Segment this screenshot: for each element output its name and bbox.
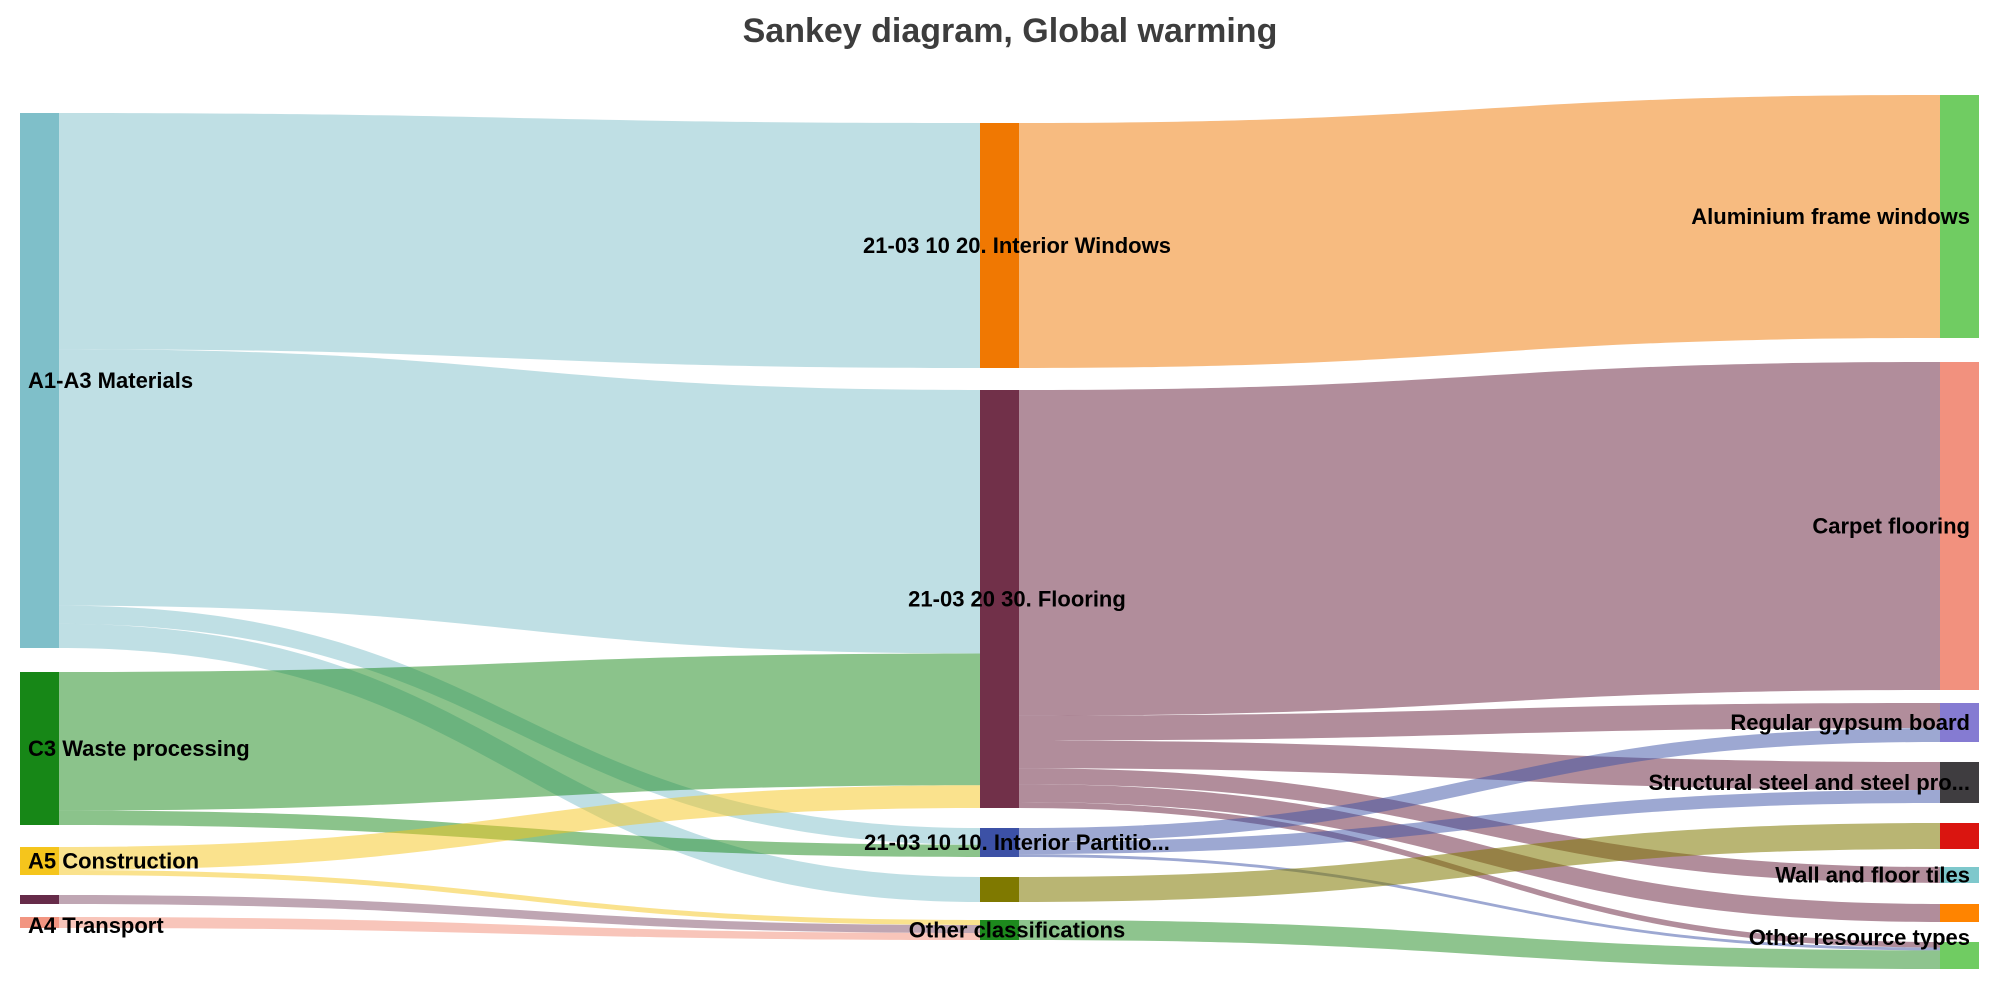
sankey-link-fl-cf[interactable] — [1019, 362, 1940, 716]
node-label-a5: A5 Construction — [28, 849, 199, 874]
sankey-node-c3[interactable] — [20, 672, 59, 825]
sankey-link-ip-gy[interactable] — [1019, 728, 1940, 842]
node-label-c3: C3 Waste processing — [28, 736, 250, 761]
node-label-wf: Wall and floor tiles — [1775, 863, 1970, 888]
links-layer — [59, 95, 1940, 969]
node-label-ss: Structural steel and steel pro... — [1648, 770, 1970, 795]
sankey-node-ot[interactable] — [1940, 942, 1979, 969]
node-label-ot: Other resource types — [1749, 925, 1970, 950]
sankey-link-ol-rd[interactable] — [1019, 823, 1940, 902]
sankey-node-ip[interactable] — [980, 828, 1019, 857]
node-label-cf: Carpet flooring — [1812, 514, 1970, 539]
node-label-oc: Other classifications — [909, 918, 1125, 943]
sankey-link-oc-ot[interactable] — [1019, 920, 1940, 969]
node-label-fl: 21-03 20 30. Flooring — [908, 587, 1126, 612]
node-label-iw: 21-03 10 20. Interior Windows — [863, 233, 1171, 258]
sankey-link-ip-ot[interactable] — [1019, 854, 1940, 951]
chart-title: Sankey diagram, Global warming — [743, 12, 1278, 50]
sankey-link-iw-al[interactable] — [1019, 95, 1940, 368]
sankey-node-rd[interactable] — [1940, 823, 1979, 849]
node-label-gy: Regular gypsum board — [1730, 710, 1970, 735]
sankey-link-a5-oc[interactable] — [59, 870, 980, 925]
sankey-link-c3-fl[interactable] — [59, 653, 980, 811]
sankey-link-fl-ss[interactable] — [1019, 740, 1940, 790]
sankey-link-a4-oc[interactable] — [59, 895, 980, 933]
sankey-node-b5[interactable] — [20, 917, 59, 928]
node-label-a4: A4 Transport — [28, 913, 164, 938]
sankey-link-b5-oc[interactable] — [59, 917, 980, 940]
node-label-ip: 21-03 10 10. Interior Partitio... — [864, 830, 1170, 855]
sankey-node-ss[interactable] — [1940, 762, 1979, 803]
sankey-node-al[interactable] — [1940, 95, 1979, 338]
sankey-node-fl[interactable] — [980, 390, 1019, 808]
sankey-node-gy[interactable] — [1940, 703, 1979, 742]
sankey-node-a4[interactable] — [20, 895, 59, 904]
labels-layer: A1-A3 Materials C3 Waste processing A5 Con… — [28, 204, 1970, 950]
sankey-node-a5[interactable] — [20, 847, 59, 875]
sankey-node-ol[interactable] — [980, 877, 1019, 902]
sankey-link-a5-fl[interactable] — [59, 785, 980, 870]
sankey-node-or2[interactable] — [1940, 904, 1979, 922]
node-label-al: Aluminium frame windows — [1691, 204, 1970, 229]
sankey-link-ip-ss[interactable] — [1019, 790, 1940, 855]
sankey-node-oc[interactable] — [980, 920, 1019, 940]
sankey-node-a13[interactable] — [20, 113, 59, 648]
nodes-layer — [20, 95, 1979, 969]
sankey-node-iw[interactable] — [980, 123, 1019, 368]
sankey-node-wf[interactable] — [1940, 867, 1979, 883]
sankey-link-a13-fl[interactable] — [59, 349, 980, 654]
sankey-link-a13-iw[interactable] — [59, 113, 980, 368]
sankey-link-fl-gy[interactable] — [1019, 703, 1940, 741]
sankey-node-cf[interactable] — [1940, 362, 1979, 690]
node-label-a13: A1-A3 Materials — [28, 368, 193, 393]
